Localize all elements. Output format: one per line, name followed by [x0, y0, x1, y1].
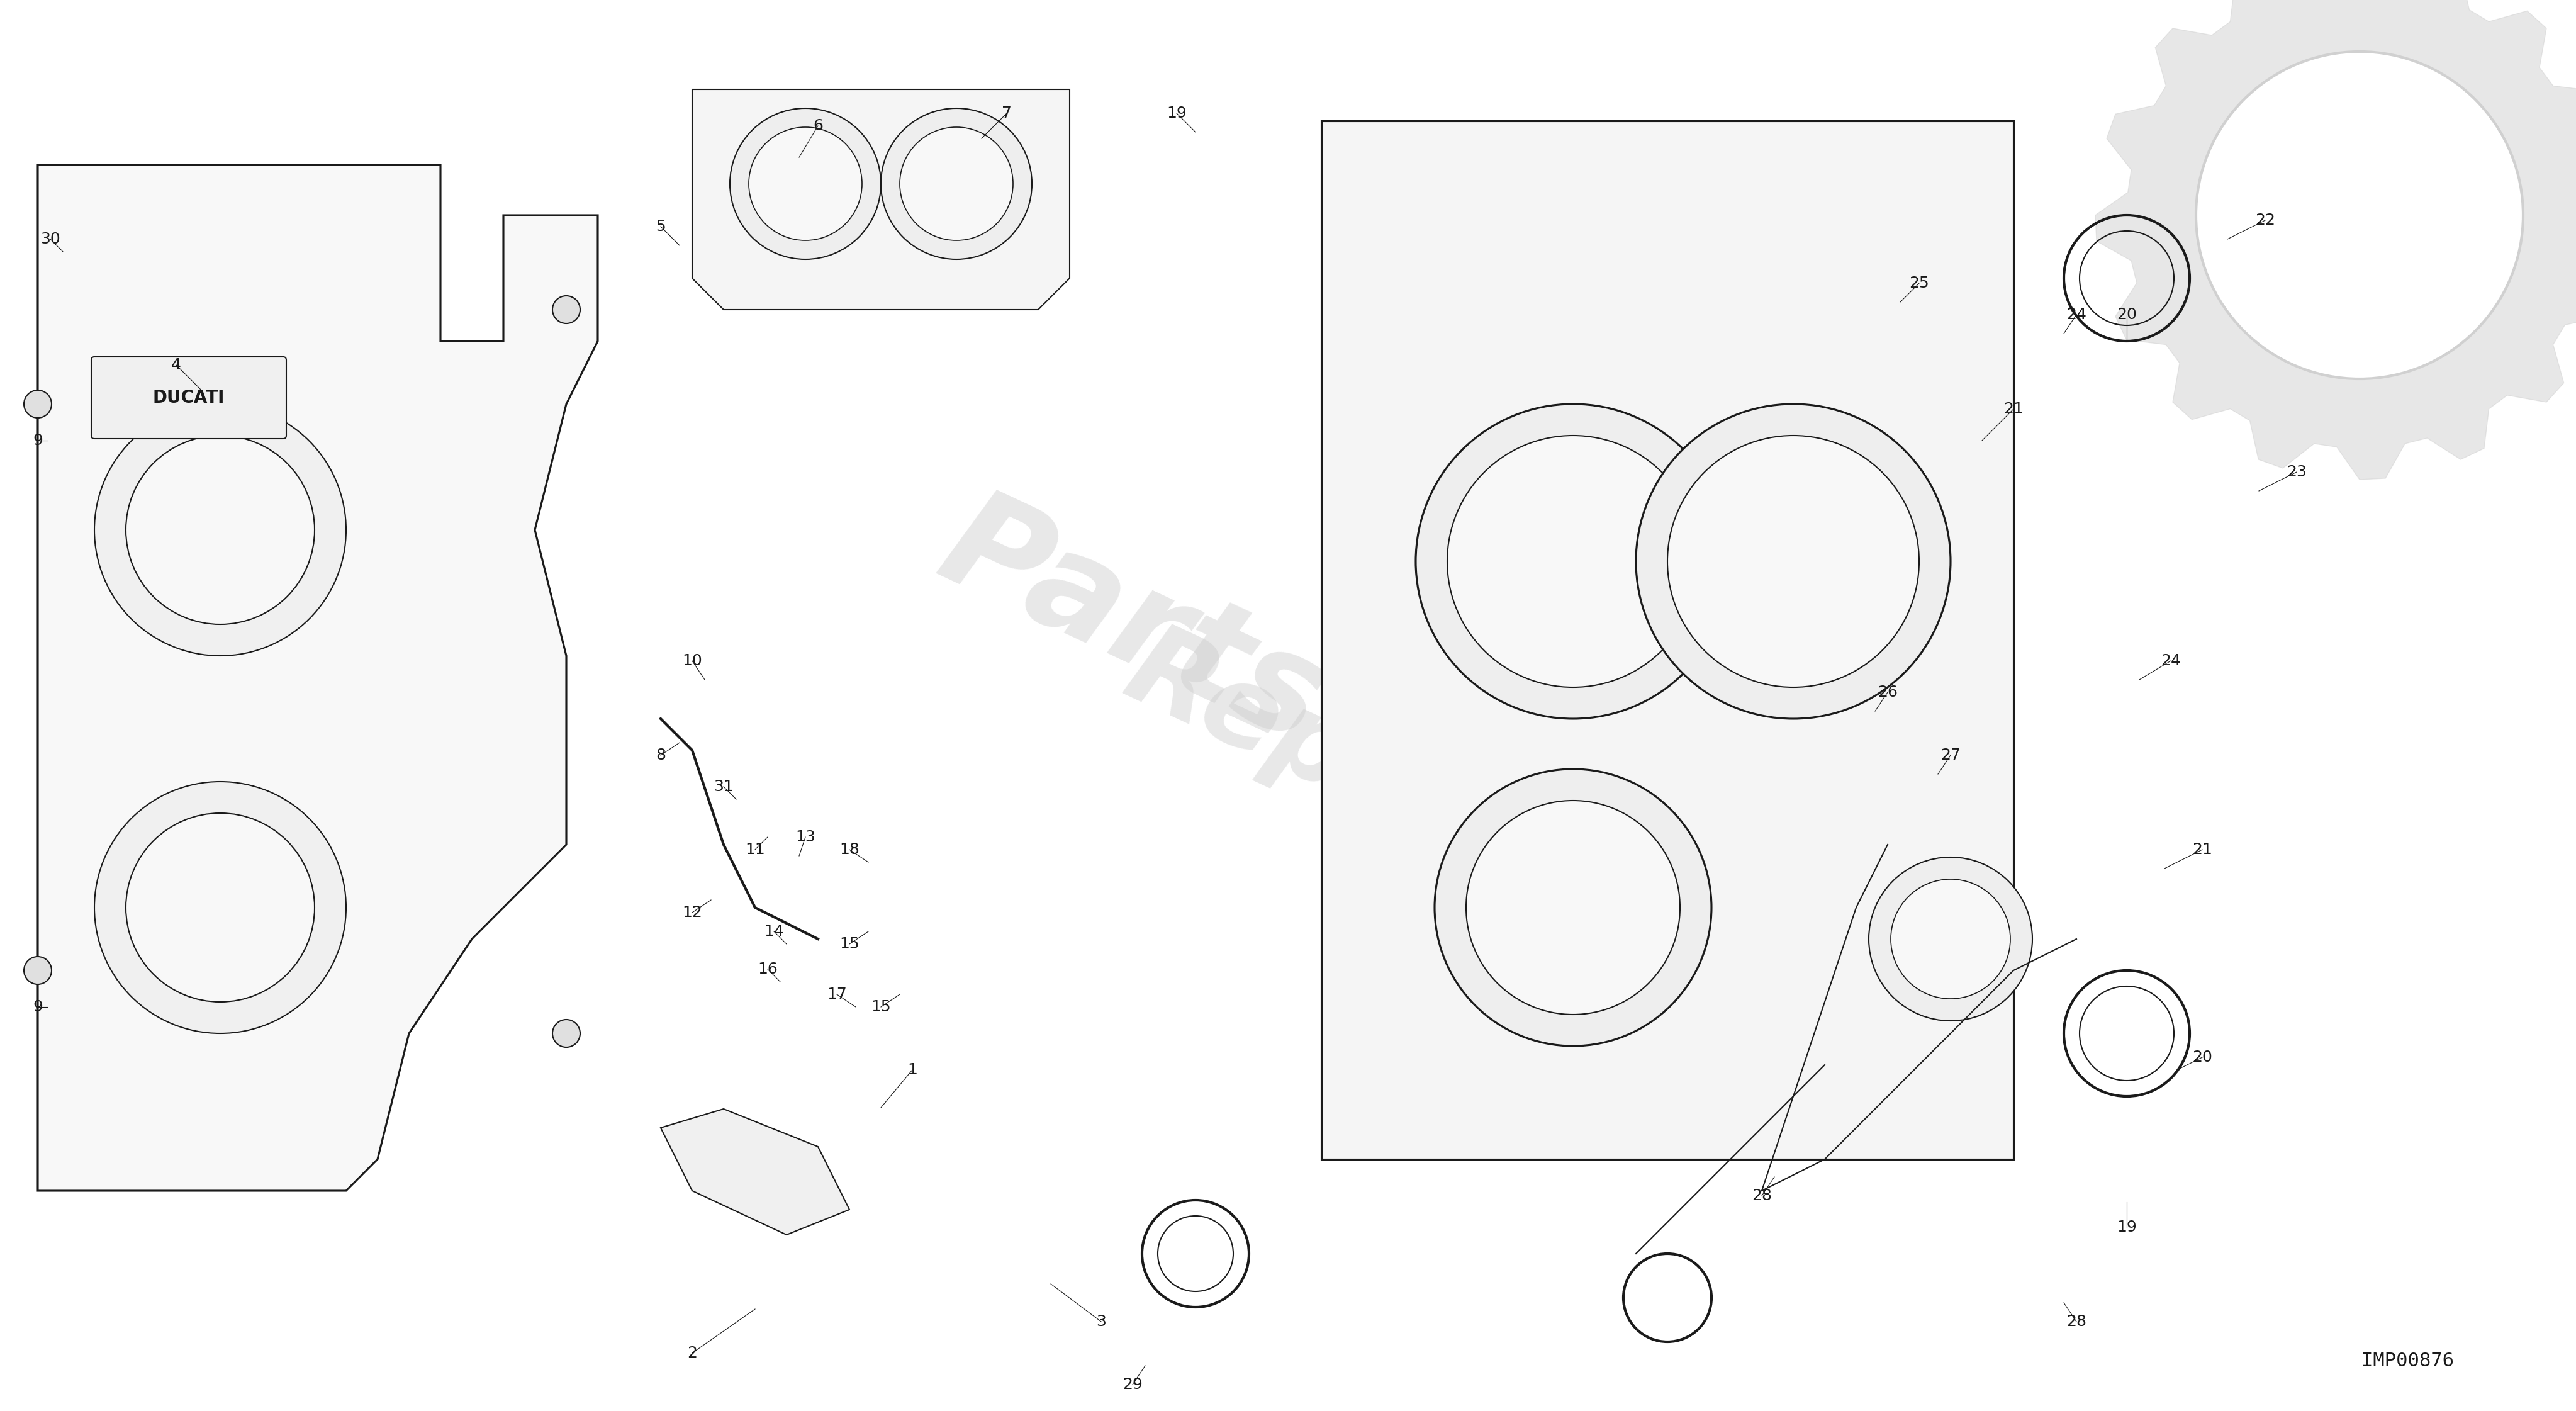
Circle shape — [2195, 52, 2522, 380]
Circle shape — [95, 404, 345, 656]
Text: 9: 9 — [33, 999, 44, 1015]
Text: DUCATI: DUCATI — [152, 389, 224, 406]
Text: 3: 3 — [1097, 1314, 1105, 1329]
Circle shape — [881, 109, 1033, 260]
Polygon shape — [1321, 121, 2014, 1160]
Circle shape — [1466, 800, 1680, 1015]
Text: 9: 9 — [33, 433, 44, 449]
Circle shape — [551, 1020, 580, 1047]
Text: 17: 17 — [827, 986, 848, 1002]
Text: Parts: Parts — [920, 477, 1345, 772]
Text: 7: 7 — [1002, 106, 1012, 121]
Circle shape — [23, 957, 52, 985]
Circle shape — [750, 127, 863, 240]
Text: 21: 21 — [2004, 402, 2025, 416]
Text: 13: 13 — [796, 830, 817, 845]
Polygon shape — [2094, 0, 2576, 480]
Circle shape — [1891, 879, 2009, 999]
Text: Republik: Republik — [1110, 614, 1659, 950]
Text: 23: 23 — [2287, 464, 2306, 480]
Text: 4: 4 — [170, 357, 180, 373]
Text: 26: 26 — [1878, 684, 1899, 700]
Text: 6: 6 — [814, 119, 822, 134]
Text: 20: 20 — [2192, 1050, 2213, 1065]
Text: 30: 30 — [41, 231, 59, 247]
Text: 15: 15 — [871, 999, 891, 1015]
Text: 2: 2 — [688, 1346, 698, 1360]
Circle shape — [126, 436, 314, 624]
Text: 24: 24 — [2161, 653, 2182, 669]
Polygon shape — [39, 165, 598, 1191]
Text: 22: 22 — [2254, 213, 2275, 227]
Text: 19: 19 — [1167, 106, 1188, 121]
Text: 15: 15 — [840, 937, 860, 951]
Text: 1: 1 — [907, 1062, 917, 1078]
Text: 14: 14 — [765, 924, 783, 938]
Text: 21: 21 — [2192, 842, 2213, 856]
Circle shape — [551, 296, 580, 323]
Text: 31: 31 — [714, 779, 734, 794]
Text: 18: 18 — [840, 842, 860, 856]
Text: 28: 28 — [1752, 1188, 1772, 1204]
Text: 27: 27 — [1940, 748, 1960, 763]
FancyBboxPatch shape — [90, 357, 286, 439]
Text: 28: 28 — [2066, 1314, 2087, 1329]
Text: 19: 19 — [2117, 1219, 2136, 1235]
Text: 29: 29 — [1123, 1377, 1144, 1393]
Text: 24: 24 — [2066, 308, 2087, 322]
Circle shape — [1868, 856, 2032, 1020]
Circle shape — [1435, 769, 1710, 1046]
Circle shape — [23, 391, 52, 418]
Text: 10: 10 — [683, 653, 703, 669]
Circle shape — [1667, 436, 1919, 687]
Text: 11: 11 — [744, 842, 765, 856]
Text: 12: 12 — [683, 904, 703, 920]
Circle shape — [126, 813, 314, 1002]
Text: 20: 20 — [2117, 308, 2136, 322]
Text: 8: 8 — [657, 748, 665, 763]
Text: 16: 16 — [757, 962, 778, 976]
Text: IMP00876: IMP00876 — [2362, 1352, 2455, 1370]
Text: 5: 5 — [657, 219, 665, 234]
Circle shape — [729, 109, 881, 260]
Circle shape — [1417, 404, 1731, 718]
Circle shape — [1448, 436, 1700, 687]
Polygon shape — [659, 1109, 850, 1235]
Polygon shape — [693, 89, 1069, 309]
Circle shape — [95, 782, 345, 1033]
Circle shape — [1636, 404, 1950, 718]
Text: 25: 25 — [1909, 275, 1929, 291]
Circle shape — [899, 127, 1012, 240]
